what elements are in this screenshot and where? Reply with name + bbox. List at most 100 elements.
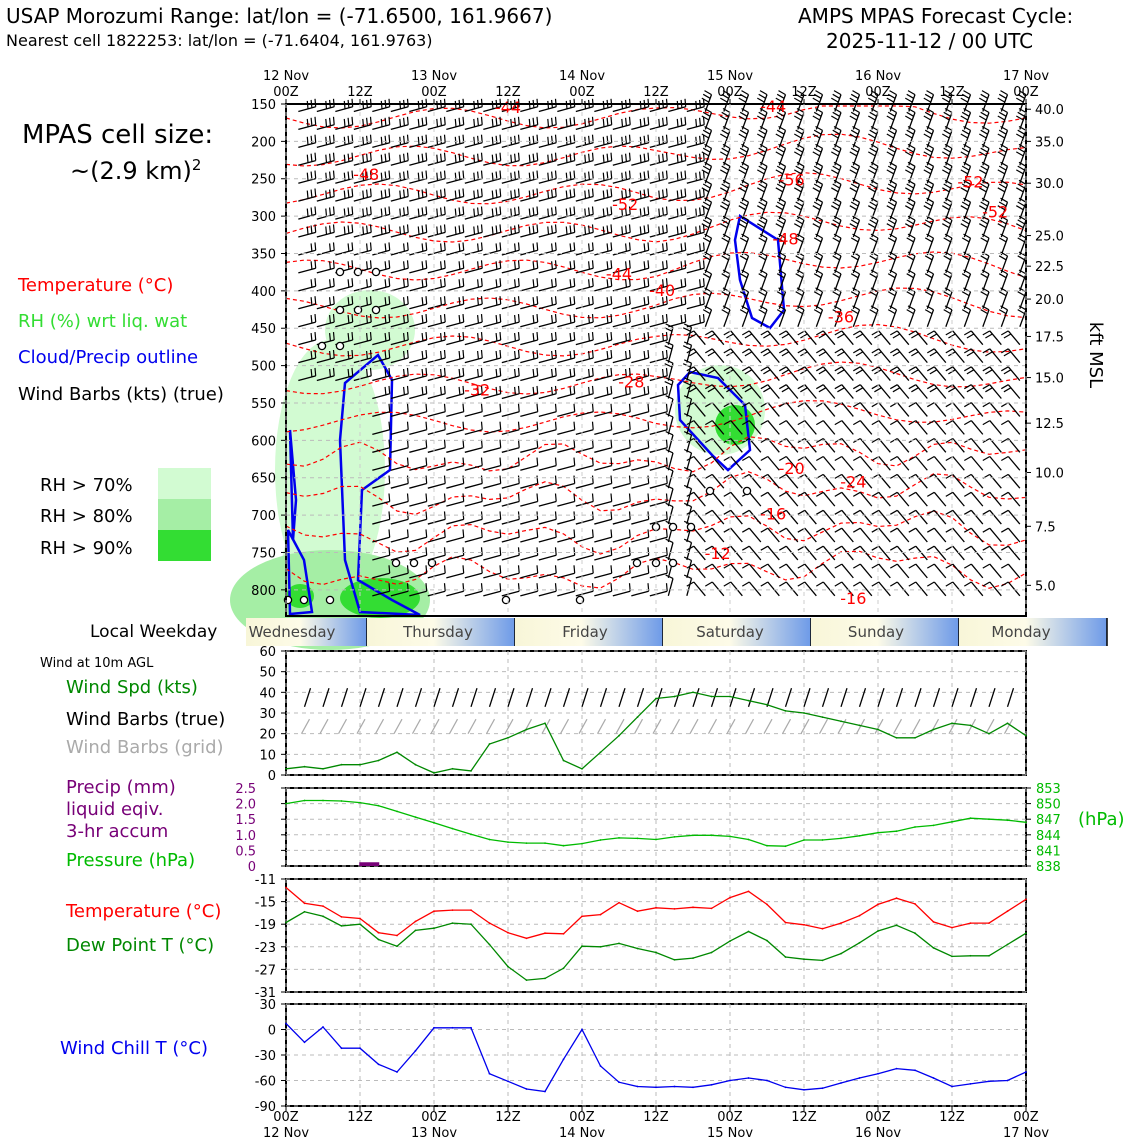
wind-barb: [741, 402, 762, 417]
wind-barb: [649, 565, 668, 579]
windchill-label: Wind Chill T (°C): [60, 1038, 208, 1059]
wind-barb: [760, 581, 780, 597]
windchill-line-point: [951, 1085, 953, 1088]
wind-barb: [758, 251, 768, 274]
wind-barb: [683, 395, 693, 417]
wind-barb: [852, 348, 873, 364]
wind-barb: [776, 305, 787, 327]
wind-barb: [815, 491, 836, 507]
wind-barb: [390, 314, 409, 328]
wind-barb: [372, 206, 391, 220]
wind-barb: [831, 125, 842, 148]
wind-barb: [538, 475, 557, 489]
wind-barb-grid: [763, 718, 773, 734]
wind-barb: [575, 529, 594, 543]
wind-barb: [682, 323, 693, 345]
windchill-line-point: [488, 1072, 491, 1075]
wind-barb: [483, 224, 502, 238]
pressure-line-point: [877, 831, 879, 834]
wind-barb: [1016, 107, 1027, 130]
wind-barb: [298, 314, 317, 328]
wind-barb: [982, 545, 1002, 561]
pressure-line-point: [618, 837, 620, 839]
wind-barb: [446, 314, 465, 328]
pressure-line-point: [858, 834, 861, 837]
isotherm-label: -44: [606, 265, 632, 284]
wind-barb: [905, 179, 916, 202]
wind-barb: [742, 330, 762, 346]
wind-barb-grid: [430, 718, 440, 734]
wind-barb: [538, 529, 557, 543]
wind-ytick-label: 0: [268, 769, 276, 784]
wind-barb: [464, 493, 483, 507]
wind-barb: [594, 206, 613, 220]
wind-barb: [501, 457, 520, 471]
dewpoint-line-point: [285, 921, 287, 924]
wind-barb: [612, 421, 631, 435]
wind-barb: [446, 547, 465, 561]
wind-barb: [520, 242, 539, 256]
wind-barb: [557, 475, 576, 489]
legend-rh80-label: RH > 80%: [40, 506, 133, 527]
calm-wind-circle: [299, 595, 309, 605]
dewpoint-line-point: [895, 924, 898, 927]
windchill-line-point: [673, 1085, 676, 1088]
wind-barb: [390, 242, 409, 256]
wind-barb-true: [433, 688, 441, 707]
wind-barb: [701, 143, 713, 166]
wind-barb: [409, 349, 428, 364]
wind-barb: [815, 402, 836, 417]
wind-barb: [831, 197, 842, 220]
upper-ytick-label: 650: [251, 472, 276, 487]
wind-barb: [483, 188, 502, 202]
wind-barb: [575, 170, 594, 184]
wind-barb: [538, 296, 557, 310]
bottom-date-label: 17 Nov: [1003, 1126, 1049, 1140]
wind-barb-true: [303, 688, 312, 707]
wind-speed-line-point: [710, 695, 713, 698]
wind-barb: [886, 90, 898, 112]
wind-barb: [890, 384, 910, 399]
wind-barb: [945, 420, 965, 435]
wind-barb: [998, 251, 1009, 274]
wind-barb: [409, 367, 428, 382]
wind-speed-line-point: [821, 716, 824, 718]
wind-barb: [890, 455, 910, 471]
temperature-line-point: [488, 922, 491, 924]
wind-barb: [557, 439, 576, 453]
precip-label-1: Precip (mm): [66, 777, 176, 798]
bottom-hour-label: 00Z: [865, 1110, 891, 1125]
wind-barb: [757, 179, 768, 202]
wind-barb: [779, 545, 799, 561]
wind-barb: [797, 527, 817, 543]
wind-barb: [1017, 269, 1027, 292]
wind-barb: [557, 349, 576, 364]
wind-barb: [964, 330, 984, 346]
legend-rh90-label: RH > 90%: [40, 538, 133, 559]
wind-barb: [594, 403, 613, 418]
wind-speed-line-point: [877, 728, 879, 731]
wind-barb: [427, 349, 446, 364]
wind-barb: [594, 314, 613, 328]
wind-barb: [427, 116, 446, 131]
wind-barb: [778, 402, 799, 417]
wind-barb: [889, 581, 910, 597]
cell-size-label: MPAS cell size:: [22, 120, 214, 150]
wind-barb: [298, 296, 317, 310]
pressure-line-point: [951, 820, 953, 823]
wind-barb: [501, 475, 520, 489]
wind-barb-grid: [559, 718, 570, 734]
wind-barb: [649, 98, 668, 113]
wind-barb: [483, 547, 502, 561]
pressure-line-point: [377, 804, 380, 807]
wind-barb: [372, 421, 391, 435]
wind-barb: [1001, 384, 1021, 399]
wind-barb: [483, 349, 502, 364]
isotherm-8: [285, 400, 1027, 433]
wind-barb: [594, 529, 613, 543]
wind-barb: [668, 188, 687, 202]
wind-barb: [1001, 563, 1021, 579]
wind-barb: [869, 305, 879, 327]
wind-barb: [982, 473, 1002, 489]
temperature-line-point: [1025, 898, 1027, 901]
